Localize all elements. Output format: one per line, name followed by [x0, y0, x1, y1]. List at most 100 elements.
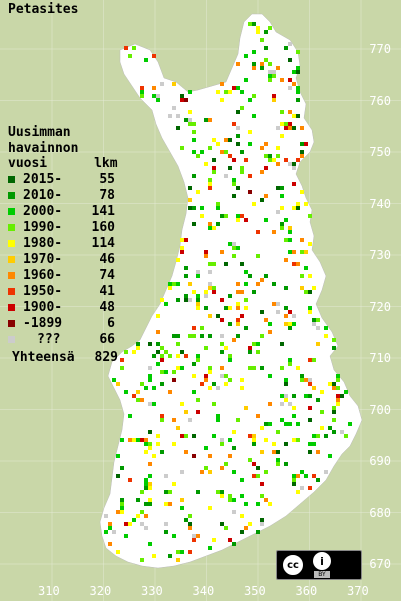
observation-square — [260, 450, 264, 454]
observation-square — [144, 450, 148, 454]
observation-square — [148, 402, 152, 406]
observation-square — [236, 282, 240, 286]
observation-square — [268, 74, 272, 78]
observation-square — [216, 206, 220, 210]
observation-square — [284, 462, 288, 466]
observation-square — [288, 78, 292, 82]
observation-square — [260, 62, 264, 66]
observation-square — [292, 166, 296, 170]
observation-square — [268, 70, 272, 74]
observation-square — [140, 438, 144, 442]
observation-square — [236, 302, 240, 306]
legend-period: 2010- — [23, 187, 63, 203]
observation-square — [216, 90, 220, 94]
observation-square — [284, 422, 288, 426]
observation-square — [232, 338, 236, 342]
observation-square — [208, 182, 212, 186]
observation-square — [240, 514, 244, 518]
observation-square — [336, 386, 340, 390]
legend-period: 1980- — [23, 235, 63, 251]
observation-square — [256, 474, 260, 478]
observation-square — [344, 434, 348, 438]
observation-square — [288, 250, 292, 254]
observation-square — [300, 374, 304, 378]
observation-square — [292, 262, 296, 266]
observation-square — [280, 134, 284, 138]
observation-square — [332, 430, 336, 434]
observation-square — [136, 346, 140, 350]
observation-square — [140, 522, 144, 526]
observation-square — [188, 198, 192, 202]
observation-square — [276, 162, 280, 166]
observation-square — [228, 378, 232, 382]
observation-square — [112, 530, 116, 534]
observation-square — [296, 262, 300, 266]
observation-square — [212, 158, 216, 162]
observation-square — [284, 306, 288, 310]
observation-square — [204, 294, 208, 298]
observation-square — [220, 494, 224, 498]
observation-square — [312, 442, 316, 446]
observation-square — [144, 514, 148, 518]
observation-square — [176, 258, 180, 262]
observation-square — [204, 378, 208, 382]
observation-square — [232, 242, 236, 246]
observation-square — [112, 378, 116, 382]
observation-square — [188, 122, 192, 126]
observation-square — [196, 354, 200, 358]
y-grid-label: 760 — [369, 93, 391, 108]
observation-square — [288, 58, 292, 62]
observation-square — [244, 78, 248, 82]
observation-square — [204, 306, 208, 310]
observation-square — [156, 442, 160, 446]
observation-square — [308, 418, 312, 422]
observation-square — [264, 58, 268, 62]
observation-square — [148, 342, 152, 346]
observation-square — [220, 490, 224, 494]
legend-count: 41 — [99, 283, 115, 299]
observation-square — [228, 438, 232, 442]
observation-square — [204, 162, 208, 166]
observation-square — [272, 282, 276, 286]
observation-square — [148, 482, 152, 486]
observation-square — [180, 402, 184, 406]
observation-square — [140, 510, 144, 514]
observation-square — [228, 138, 232, 142]
observation-square — [248, 366, 252, 370]
observation-square — [312, 322, 316, 326]
observation-square — [220, 250, 224, 254]
observation-square — [236, 318, 240, 322]
observation-square — [220, 522, 224, 526]
observation-square — [136, 498, 140, 502]
observation-square — [196, 294, 200, 298]
observation-square — [132, 394, 136, 398]
observation-square — [220, 298, 224, 302]
observation-square — [292, 482, 296, 486]
observation-square — [220, 366, 224, 370]
cc-by-license-badge[interactable]: cc i BY — [276, 550, 362, 580]
observation-square — [196, 190, 200, 194]
observation-square — [296, 50, 300, 54]
y-grid-label: 720 — [369, 299, 391, 314]
observation-square — [256, 230, 260, 234]
observation-square — [264, 470, 268, 474]
legend-swatch — [8, 176, 15, 183]
observation-square — [232, 178, 236, 182]
observation-square — [176, 354, 180, 358]
observation-square — [120, 358, 124, 362]
observation-square — [152, 554, 156, 558]
observation-square — [344, 390, 348, 394]
legend-period: 2015- — [23, 171, 63, 187]
observation-square — [300, 154, 304, 158]
observation-square — [236, 290, 240, 294]
observation-square — [288, 358, 292, 362]
observation-square — [232, 194, 236, 198]
observation-square — [300, 470, 304, 474]
legend-count: 66 — [99, 331, 115, 347]
observation-square — [192, 150, 196, 154]
observation-square — [220, 374, 224, 378]
observation-square — [304, 474, 308, 478]
observation-square — [288, 362, 292, 366]
observation-square — [332, 346, 336, 350]
